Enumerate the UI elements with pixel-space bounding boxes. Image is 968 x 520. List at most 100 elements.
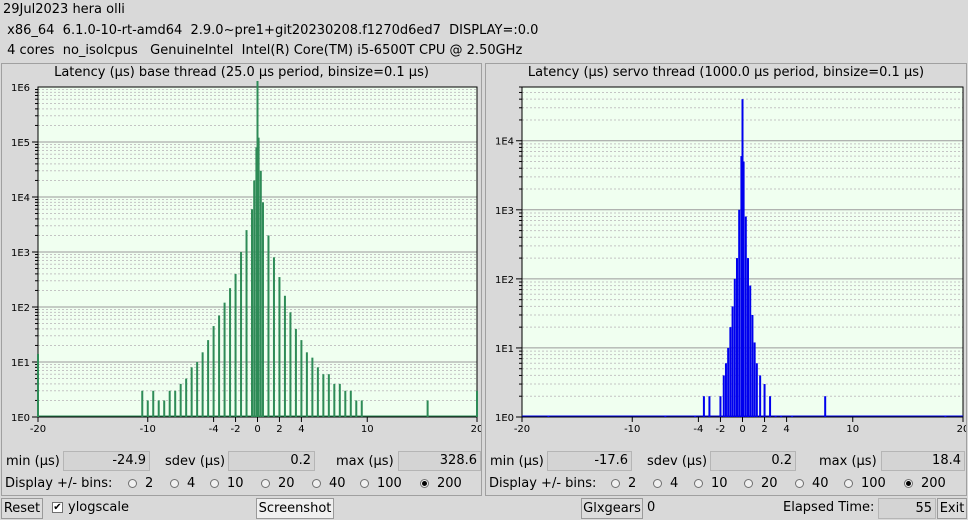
servo-bins-option-2[interactable]: 2 [628, 476, 637, 491]
base-x-tick-label: -20 [30, 424, 46, 435]
base-bins-option-100[interactable]: 100 [377, 476, 402, 491]
base-bins-radio-40[interactable] [312, 479, 321, 488]
servo-bins-option-20[interactable]: 20 [761, 476, 778, 491]
base-x-tick-label: -4 [209, 424, 219, 435]
servo-y-tick-label: 1E0 [495, 413, 514, 424]
base-bins-option-200[interactable]: 200 [437, 476, 462, 491]
base-sdev-label: sdev (µs) [165, 454, 226, 469]
servo-bins-radio-2[interactable] [611, 479, 620, 488]
servo-bar [944, 416, 947, 417]
servo-bins-option-200[interactable]: 200 [921, 476, 946, 491]
base-bins-option-4[interactable]: 4 [187, 476, 196, 491]
servo-bar [731, 306, 734, 417]
base-bar [223, 302, 226, 417]
base-bar [256, 81, 259, 418]
exit-button[interactable]: Exit [937, 498, 967, 519]
base-bar [267, 235, 270, 417]
servo-bins-radio-10[interactable] [694, 479, 703, 488]
servo-bins-option-10[interactable]: 10 [711, 476, 728, 491]
base-bar [190, 367, 193, 417]
servo-bar [664, 416, 667, 417]
servo-bins-radio-20[interactable] [744, 479, 753, 488]
base-bar [360, 400, 363, 417]
base-max-value: 328.6 [398, 451, 481, 471]
base-bar [212, 326, 215, 417]
servo-bar [791, 416, 794, 417]
base-bar [305, 352, 308, 417]
servo-min-label: min (µs) [490, 454, 544, 469]
base-bar [289, 312, 292, 417]
base-y-tick-label: 1E5 [11, 138, 30, 149]
base-x-tick-label: -2 [231, 424, 241, 435]
glxgears-button[interactable]: Glxgears [581, 498, 643, 519]
base-bins-option-40[interactable]: 40 [329, 476, 346, 491]
servo-bar [753, 342, 756, 417]
servo-bar [547, 416, 550, 417]
base-bar [316, 367, 319, 417]
servo-x-tick-label: -4 [693, 424, 703, 435]
servo-max-label: max (µs) [819, 454, 877, 469]
base-bar [426, 400, 429, 417]
servo-x-tick-label: -20 [514, 424, 530, 435]
servo-bar [769, 396, 772, 417]
base-x-tick-label: 4 [298, 424, 304, 435]
servo-min-value: -17.6 [547, 451, 632, 471]
reset-button[interactable]: Reset [1, 498, 43, 519]
servo-x-tick-label: 0 [739, 424, 745, 435]
base-bar [251, 209, 254, 417]
base-bins-radio-4[interactable] [170, 479, 179, 488]
base-thread-title: Latency (µs) base thread (25.0 µs period… [54, 65, 429, 80]
base-bins-radio-20[interactable] [261, 479, 270, 488]
base-bins-radio-200[interactable] [420, 479, 429, 488]
screenshot-button[interactable]: Screenshot [256, 498, 334, 519]
base-bins-radio-2[interactable] [128, 479, 137, 488]
servo-x-tick-label: 10 [846, 424, 859, 435]
servo-bar [735, 258, 738, 417]
base-bins-option-20[interactable]: 20 [278, 476, 295, 491]
base-bar [141, 390, 144, 417]
base-x-tick-label: -10 [140, 424, 156, 435]
servo-bar [719, 396, 722, 417]
servo-bar [694, 416, 697, 417]
servo-bins-option-4[interactable]: 4 [670, 476, 679, 491]
base-bar [255, 147, 258, 417]
base-bins-option-2[interactable]: 2 [145, 476, 154, 491]
servo-bar [727, 347, 730, 417]
servo-sdev-value: 0.2 [710, 451, 796, 471]
glxgears-count: 0 [647, 500, 656, 515]
base-bins-radio-10[interactable] [210, 479, 219, 488]
base-y-tick-label: 1E1 [11, 358, 30, 369]
servo-bins-row: Display +/- bins: 2 4 10 20 40 100 200 [486, 474, 966, 494]
base-bar [207, 340, 210, 417]
servo-bar [747, 258, 750, 417]
header-line-system: x86_64 6.1.0-10-rt-amd64 2.9.0~pre1+git2… [3, 23, 539, 38]
ylogscale-label[interactable]: ylogscale [68, 500, 130, 515]
servo-bar [742, 161, 745, 417]
base-bins-radio-100[interactable] [360, 479, 369, 488]
servo-bins-radio-4[interactable] [653, 479, 662, 488]
servo-bins-option-40[interactable]: 40 [812, 476, 829, 491]
base-thread-panel: Latency (µs) base thread (25.0 µs period… [1, 63, 482, 496]
servo-bins-radio-100[interactable] [844, 479, 853, 488]
base-bar [157, 400, 160, 417]
servo-bins-radio-40[interactable] [795, 479, 804, 488]
servo-bar [774, 416, 777, 417]
servo-bar [738, 209, 741, 417]
servo-bins-radio-200[interactable] [904, 479, 913, 488]
servo-y-tick-label: 1E4 [495, 137, 514, 148]
ylogscale-checkbox[interactable]: ✔ [52, 502, 63, 513]
base-min-value: -24.9 [63, 451, 150, 471]
base-bar [283, 295, 286, 417]
base-bar [272, 257, 275, 417]
base-min-label: min (µs) [6, 454, 60, 469]
servo-bins-option-100[interactable]: 100 [861, 476, 886, 491]
servo-bar [759, 375, 762, 417]
base-x-tick-label: 20 [471, 424, 481, 435]
base-bins-option-10[interactable]: 10 [227, 476, 244, 491]
base-bar [261, 202, 264, 417]
base-bar [311, 357, 314, 417]
base-bar [253, 180, 256, 417]
base-bar [179, 383, 182, 417]
